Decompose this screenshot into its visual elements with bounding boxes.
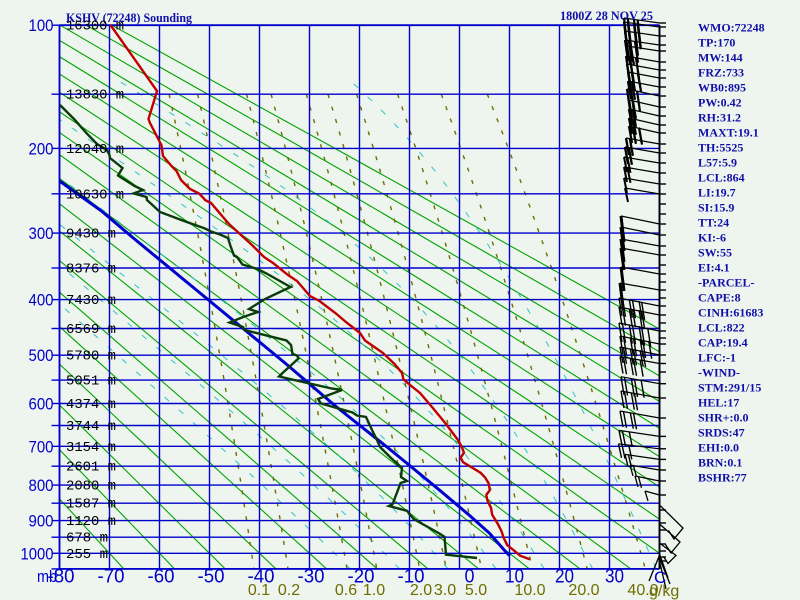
svg-text:WMO:72248: WMO:72248 <box>698 20 765 34</box>
svg-text:900: 900 <box>29 512 54 531</box>
svg-text:30: 30 <box>605 567 624 588</box>
svg-text:2080 m: 2080 m <box>66 480 116 495</box>
svg-text:678 m: 678 m <box>66 532 108 547</box>
svg-text:1587 m: 1587 m <box>66 498 116 513</box>
svg-text:3154 m: 3154 m <box>66 441 116 456</box>
svg-text:SW:55: SW:55 <box>698 245 732 259</box>
svg-text:200: 200 <box>29 139 54 158</box>
svg-text:-20: -20 <box>348 567 375 588</box>
svg-text:-PARCEL-: -PARCEL- <box>698 275 754 289</box>
svg-text:TP:170: TP:170 <box>698 35 735 49</box>
svg-text:500: 500 <box>29 346 54 365</box>
svg-text:L57:5.9: L57:5.9 <box>698 155 737 169</box>
svg-text:13830 m: 13830 m <box>66 89 124 104</box>
svg-text:TT:24: TT:24 <box>698 215 729 229</box>
svg-text:-60: -60 <box>148 567 175 588</box>
svg-text:20: 20 <box>555 567 574 588</box>
svg-text:CINH:61683: CINH:61683 <box>698 305 763 319</box>
svg-text:-WIND-: -WIND- <box>698 365 740 379</box>
svg-text:8376 m: 8376 m <box>66 263 116 278</box>
svg-text:12040 m: 12040 m <box>66 143 124 158</box>
svg-text:BRN:0.1: BRN:0.1 <box>698 455 742 469</box>
svg-text:10.0: 10.0 <box>514 582 545 599</box>
svg-text:LCL:864: LCL:864 <box>698 170 745 184</box>
svg-text:400: 400 <box>29 291 54 310</box>
svg-text:EHI:0.0: EHI:0.0 <box>698 440 739 454</box>
svg-text:20.0: 20.0 <box>568 582 599 599</box>
svg-text:6569 m: 6569 m <box>66 323 116 338</box>
svg-text:MW:144: MW:144 <box>698 50 743 64</box>
svg-text:CAP:19.4: CAP:19.4 <box>698 335 748 349</box>
svg-text:0.2: 0.2 <box>278 582 300 599</box>
svg-text:WB0:895: WB0:895 <box>698 80 746 94</box>
svg-text:5051 m: 5051 m <box>66 375 116 390</box>
svg-text:FRZ:733: FRZ:733 <box>698 65 744 79</box>
svg-text:MAXT:19.1: MAXT:19.1 <box>698 125 759 139</box>
svg-text:800: 800 <box>29 476 54 495</box>
svg-text:255 m: 255 m <box>66 548 108 563</box>
svg-text:5.0: 5.0 <box>465 582 487 599</box>
svg-text:300: 300 <box>29 224 54 243</box>
svg-text:5780 m: 5780 m <box>66 350 116 365</box>
svg-text:STM:291/15: STM:291/15 <box>698 380 761 394</box>
svg-text:EI:4.1: EI:4.1 <box>698 260 730 274</box>
svg-text:16300 m: 16300 m <box>66 20 124 35</box>
svg-text:g/kg: g/kg <box>649 583 679 600</box>
svg-text:SRDS:47: SRDS:47 <box>698 425 745 439</box>
svg-text:0.6: 0.6 <box>335 582 357 599</box>
svg-text:0: 0 <box>465 567 475 588</box>
svg-text:SHR+:0.0: SHR+:0.0 <box>698 410 749 424</box>
svg-text:-70: -70 <box>98 567 125 588</box>
svg-text:SI:15.9: SI:15.9 <box>698 200 734 214</box>
svg-text:1800Z 28 NOV 25: 1800Z 28 NOV 25 <box>560 8 653 23</box>
svg-text:40.0: 40.0 <box>627 582 658 599</box>
svg-text:RH:31.2: RH:31.2 <box>698 110 741 124</box>
svg-text:KSHV (72248) Sounding: KSHV (72248) Sounding <box>66 10 192 25</box>
svg-text:100: 100 <box>29 16 54 35</box>
svg-text:LFC:-1: LFC:-1 <box>698 350 736 364</box>
svg-text:3744 m: 3744 m <box>66 420 116 435</box>
svg-text:600: 600 <box>29 395 54 414</box>
svg-text:C: C <box>654 568 666 587</box>
svg-text:1000: 1000 <box>21 544 54 563</box>
svg-text:TH:5525: TH:5525 <box>698 140 743 154</box>
svg-text:mb: mb <box>37 567 57 586</box>
svg-text:HEL:17: HEL:17 <box>698 395 739 409</box>
svg-text:LCL:822: LCL:822 <box>698 320 745 334</box>
svg-text:KI:-6: KI:-6 <box>698 230 726 244</box>
svg-text:10630 m: 10630 m <box>66 188 124 203</box>
svg-text:-40: -40 <box>248 567 275 588</box>
svg-text:2601 m: 2601 m <box>66 461 116 476</box>
svg-text:1120 m: 1120 m <box>66 515 116 530</box>
svg-text:3.0: 3.0 <box>434 582 456 599</box>
svg-text:2.0: 2.0 <box>410 582 432 599</box>
svg-text:0.1: 0.1 <box>248 582 270 599</box>
svg-text:CAPE:8: CAPE:8 <box>698 290 741 304</box>
svg-text:-10: -10 <box>398 567 425 588</box>
svg-text:10: 10 <box>505 567 524 588</box>
svg-text:-30: -30 <box>298 567 325 588</box>
svg-text:LI:19.7: LI:19.7 <box>698 185 736 199</box>
svg-text:1.0: 1.0 <box>363 582 385 599</box>
svg-text:700: 700 <box>29 437 54 456</box>
svg-text:-50: -50 <box>198 567 225 588</box>
svg-text:PW:0.42: PW:0.42 <box>698 95 742 109</box>
svg-text:7430 m: 7430 m <box>66 294 116 309</box>
svg-text:9430 m: 9430 m <box>66 228 116 243</box>
svg-text:BSHR:77: BSHR:77 <box>698 470 747 484</box>
svg-text:4374 m: 4374 m <box>66 398 116 413</box>
svg-text:-80: -80 <box>48 567 75 588</box>
